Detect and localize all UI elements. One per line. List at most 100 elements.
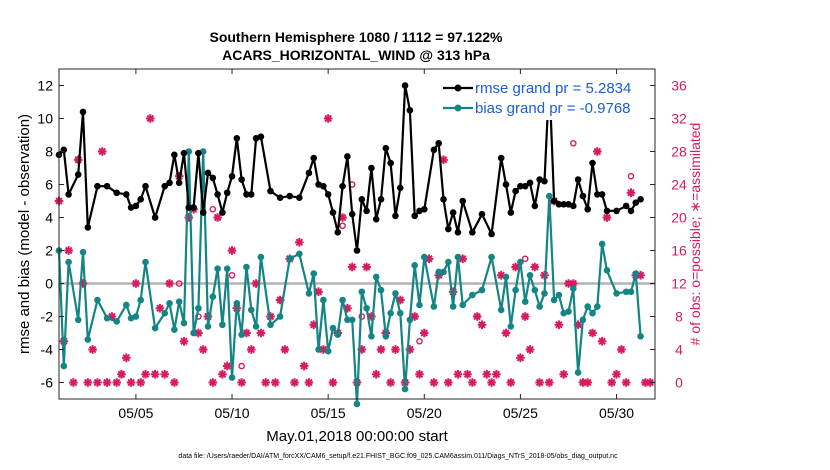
bias-point xyxy=(637,333,644,340)
assimilated-marker xyxy=(530,262,540,272)
rmse-point xyxy=(276,194,284,201)
bias-point xyxy=(171,326,178,334)
rmse-point xyxy=(84,224,92,231)
bias-point xyxy=(411,262,418,269)
rmse-point xyxy=(344,153,351,160)
assimilated-marker xyxy=(612,369,621,379)
assimilated-marker-stroke xyxy=(136,378,145,387)
assimilated-marker xyxy=(492,369,501,379)
y-tick-label: 6 xyxy=(45,177,53,193)
y2-axis-label: # of obs: o=possible; ∗=assimilated xyxy=(687,123,703,346)
assimilated-marker-stroke xyxy=(156,304,164,313)
assimilated-marker-stroke xyxy=(290,378,299,387)
bias-point xyxy=(310,270,318,277)
assimilated-marker-stroke xyxy=(160,370,169,379)
assimilated-marker-stroke xyxy=(420,329,429,337)
rmse-point xyxy=(137,196,145,203)
bias-point xyxy=(74,316,82,324)
rmse-point xyxy=(550,197,558,205)
y-tick-label: -4 xyxy=(41,342,54,358)
bias-point xyxy=(276,313,284,320)
rmse-point xyxy=(502,181,510,188)
chart-title: Southern Hemisphere 1080 / 1112 = 97.122… xyxy=(209,29,503,45)
assimilated-marker-stroke xyxy=(526,345,534,354)
assimilated-marker-stroke xyxy=(69,378,78,387)
assimilated-marker xyxy=(131,279,141,288)
bias-point xyxy=(190,329,197,337)
assimilated-marker-stroke xyxy=(98,147,107,156)
bias-point xyxy=(113,318,120,325)
assimilated-marker-stroke xyxy=(132,279,140,288)
assimilated-marker xyxy=(93,378,102,387)
rmse-point xyxy=(339,182,346,190)
bias-point xyxy=(286,255,294,263)
assimilated-marker-stroke xyxy=(617,345,626,354)
assimilated-marker xyxy=(328,378,338,387)
assimilated-marker xyxy=(376,345,386,354)
assimilated-marker xyxy=(170,378,179,387)
assimilated-marker-stroke xyxy=(521,312,530,321)
assimilated-marker xyxy=(299,361,309,371)
assimilated-marker-stroke xyxy=(209,378,217,387)
rmse-point xyxy=(478,210,486,218)
bias-point xyxy=(94,296,101,304)
rmse-point xyxy=(454,229,462,236)
assimilated-marker xyxy=(501,328,511,338)
assimilated-marker-stroke xyxy=(598,337,606,346)
rmse-point xyxy=(233,135,241,142)
assimilated-marker xyxy=(593,147,602,156)
assimilated-marker-stroke xyxy=(607,378,616,387)
rmse-point xyxy=(420,205,428,213)
assimilated-marker xyxy=(271,378,280,387)
assimilated-marker-stroke xyxy=(348,263,356,271)
bias-point xyxy=(430,303,438,310)
rmse-point xyxy=(171,151,178,159)
possible-marker xyxy=(627,172,635,180)
rmse-point xyxy=(396,184,404,192)
assimilated-marker-stroke xyxy=(555,320,563,329)
assimilated-marker xyxy=(198,345,208,354)
bias-point xyxy=(396,309,404,317)
assimilated-marker-stroke xyxy=(257,329,265,337)
assimilated-marker-stroke xyxy=(194,329,203,337)
assimilated-marker-stroke xyxy=(545,378,554,387)
assimilated-marker xyxy=(69,378,78,387)
assimilated-marker-stroke xyxy=(622,378,630,387)
rmse-point xyxy=(257,133,265,140)
y-axis-label: rmse and bias (model - observation) xyxy=(16,114,33,354)
bias-point xyxy=(132,313,140,320)
series-lines xyxy=(55,75,644,408)
rmse-point xyxy=(166,179,173,187)
bias-point xyxy=(502,273,510,281)
assimilated-marker-stroke xyxy=(425,254,433,263)
rmse-point xyxy=(603,207,611,215)
assimilated-marker xyxy=(227,246,237,255)
legend-bias-marker xyxy=(454,104,462,112)
y2-tick-label: 12 xyxy=(671,276,687,292)
rmse-point xyxy=(526,179,534,187)
bias-point xyxy=(420,253,428,261)
bias-point xyxy=(243,263,250,271)
rmse-point xyxy=(142,182,149,190)
rmse-point xyxy=(94,182,101,190)
bias-point xyxy=(296,250,303,258)
assimilated-marker xyxy=(102,378,112,387)
x-tick-label: 05/30 xyxy=(599,405,634,421)
assimilated-marker xyxy=(362,262,371,272)
assimilated-marker-stroke xyxy=(612,370,621,379)
bias-point xyxy=(368,333,375,340)
y-axis-ticks: -6 -4 -2 0 2 4 6 8 10 12 xyxy=(37,78,64,391)
rmse-point xyxy=(190,204,197,211)
rmse-point xyxy=(430,146,438,154)
assimilated-marker xyxy=(386,378,395,387)
bias-point xyxy=(103,314,111,322)
bias-point xyxy=(195,304,202,312)
assimilated-marker xyxy=(165,279,174,288)
assimilated-marker-stroke xyxy=(362,263,371,271)
assimilated-marker-stroke xyxy=(170,378,179,387)
rmse-point xyxy=(329,209,337,216)
assimilated-marker-stroke xyxy=(146,114,155,123)
assimilated-marker xyxy=(429,378,439,387)
assimilated-marker xyxy=(588,328,597,338)
assimilated-marker xyxy=(396,295,405,305)
